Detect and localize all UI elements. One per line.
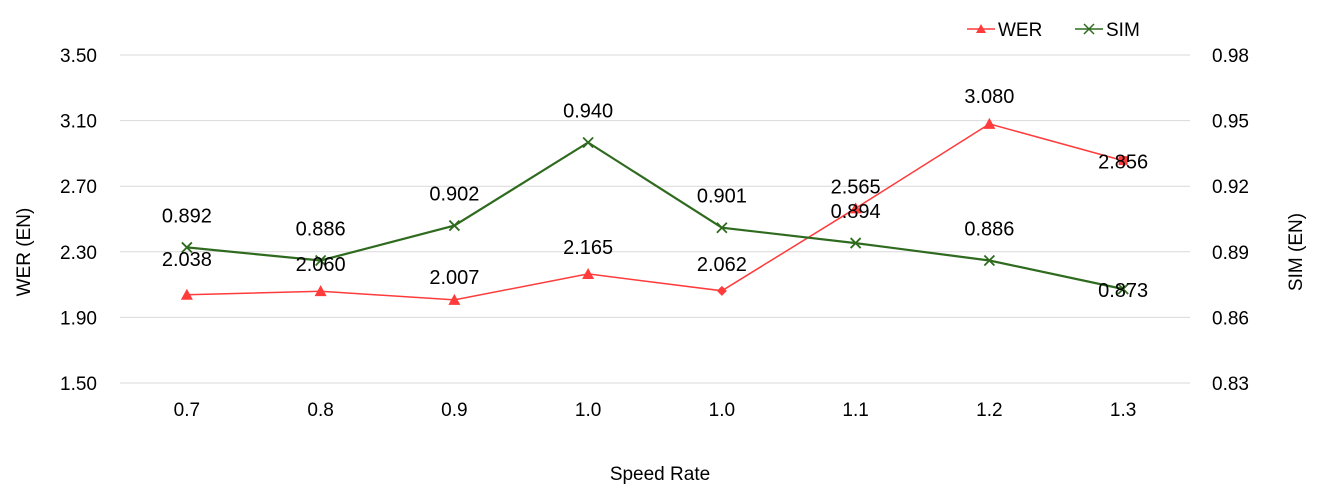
point-marker-wer: [180, 288, 193, 300]
data-label-sim: 0.886: [296, 219, 346, 241]
x-tick-label: 1.0: [709, 400, 735, 421]
legend-item-sim: SIM: [1075, 20, 1140, 41]
x-tick-label: 0.9: [441, 400, 467, 421]
series-line-sim: [186, 141, 1124, 291]
y-tick-label-right: 0.95: [1212, 112, 1249, 133]
data-label-wer: 3.080: [964, 86, 1014, 108]
data-label-wer: 2.062: [697, 254, 747, 276]
y-tick-label-left: 3.10: [60, 112, 97, 133]
point-marker-wer: [1118, 156, 1128, 166]
data-label-wer: 2.565: [831, 176, 881, 198]
point-marker-sim: [314, 254, 327, 267]
data-label-sim: 0.902: [429, 184, 479, 206]
x-tick-label: 1.3: [1110, 400, 1136, 421]
series-layer: [180, 117, 1129, 305]
y-tick-label-left: 2.30: [60, 243, 97, 264]
y-tick-label-right: 0.86: [1212, 308, 1249, 329]
y-tick-label-left: 2.70: [60, 177, 97, 198]
point-marker-wer: [582, 267, 595, 279]
point-marker-sim: [716, 222, 728, 234]
x-tick-label: 0.8: [307, 400, 333, 421]
y-tick-label-right: 0.89: [1212, 243, 1249, 264]
point-marker-sim: [181, 241, 193, 254]
legend-sim-marker: [1083, 23, 1095, 35]
gridlines: [120, 54, 1190, 384]
x-tick-label: 1.2: [976, 400, 1002, 421]
point-marker-sim: [983, 254, 996, 267]
point-marker-wer: [983, 117, 996, 129]
data-label-wer: 2.165: [563, 237, 613, 259]
y-tick-label-right: 0.83: [1212, 374, 1249, 395]
y-tick-label-right: 0.92: [1212, 177, 1249, 198]
data-label-sim: 0.892: [162, 205, 212, 227]
point-marker-sim: [448, 219, 461, 232]
data-label-wer: 2.038: [162, 249, 212, 271]
data-label-sim: 0.940: [563, 100, 613, 122]
left-axis-ticks: 1.50 1.90 2.30 2.70 3.10 3.50: [60, 46, 97, 395]
point-marker-sim: [1117, 283, 1129, 295]
x-tick-label: 0.7: [174, 400, 200, 421]
legend-item-wer: WER: [967, 20, 1042, 41]
y-axis-left-label: WER (EN): [14, 208, 35, 297]
data-label-sim: 0.901: [697, 186, 747, 208]
y-tick-label-left: 1.90: [60, 308, 97, 329]
data-label-wer: 2.856: [1098, 152, 1148, 174]
legend-sim-label: SIM: [1106, 20, 1140, 41]
data-label-wer: 2.060: [296, 254, 346, 276]
point-marker-sim: [582, 136, 594, 149]
data-label-wer: 2.007: [429, 267, 479, 289]
x-axis-ticks: 0.7 0.8 0.9 1.0 1.0 1.1 1.2 1.3: [174, 400, 1137, 421]
right-axis-ticks: 0.83 0.86 0.89 0.92 0.95 0.98: [1212, 46, 1249, 395]
point-marker-sim: [849, 237, 862, 249]
data-labels: 2.038 2.060 2.007 2.165 2.062 2.565 3.080 2.856…: [162, 86, 1148, 302]
point-marker-wer: [448, 293, 461, 305]
y-axis-right-label: SIM (EN): [1286, 213, 1307, 291]
y-tick-label-left: 3.50: [60, 46, 97, 67]
point-marker-wer: [716, 285, 727, 296]
legend: WER SIM: [967, 20, 1140, 41]
y-tick-label-right: 0.98: [1212, 46, 1249, 67]
series-line-wer: [186, 123, 1124, 301]
point-marker-wer: [849, 202, 862, 214]
x-tick-label: 1.0: [575, 400, 601, 421]
point-marker-wer: [314, 285, 327, 297]
legend-wer-marker: [976, 24, 986, 33]
data-label-sim: 0.894: [831, 201, 881, 223]
data-label-sim: 0.873: [1098, 280, 1148, 302]
legend-wer-label: WER: [998, 20, 1042, 41]
x-tick-label: 1.1: [842, 400, 868, 421]
data-label-sim: 0.886: [964, 219, 1014, 241]
x-axis-label: Speed Rate: [610, 464, 710, 485]
y-tick-label-left: 1.50: [60, 374, 97, 395]
